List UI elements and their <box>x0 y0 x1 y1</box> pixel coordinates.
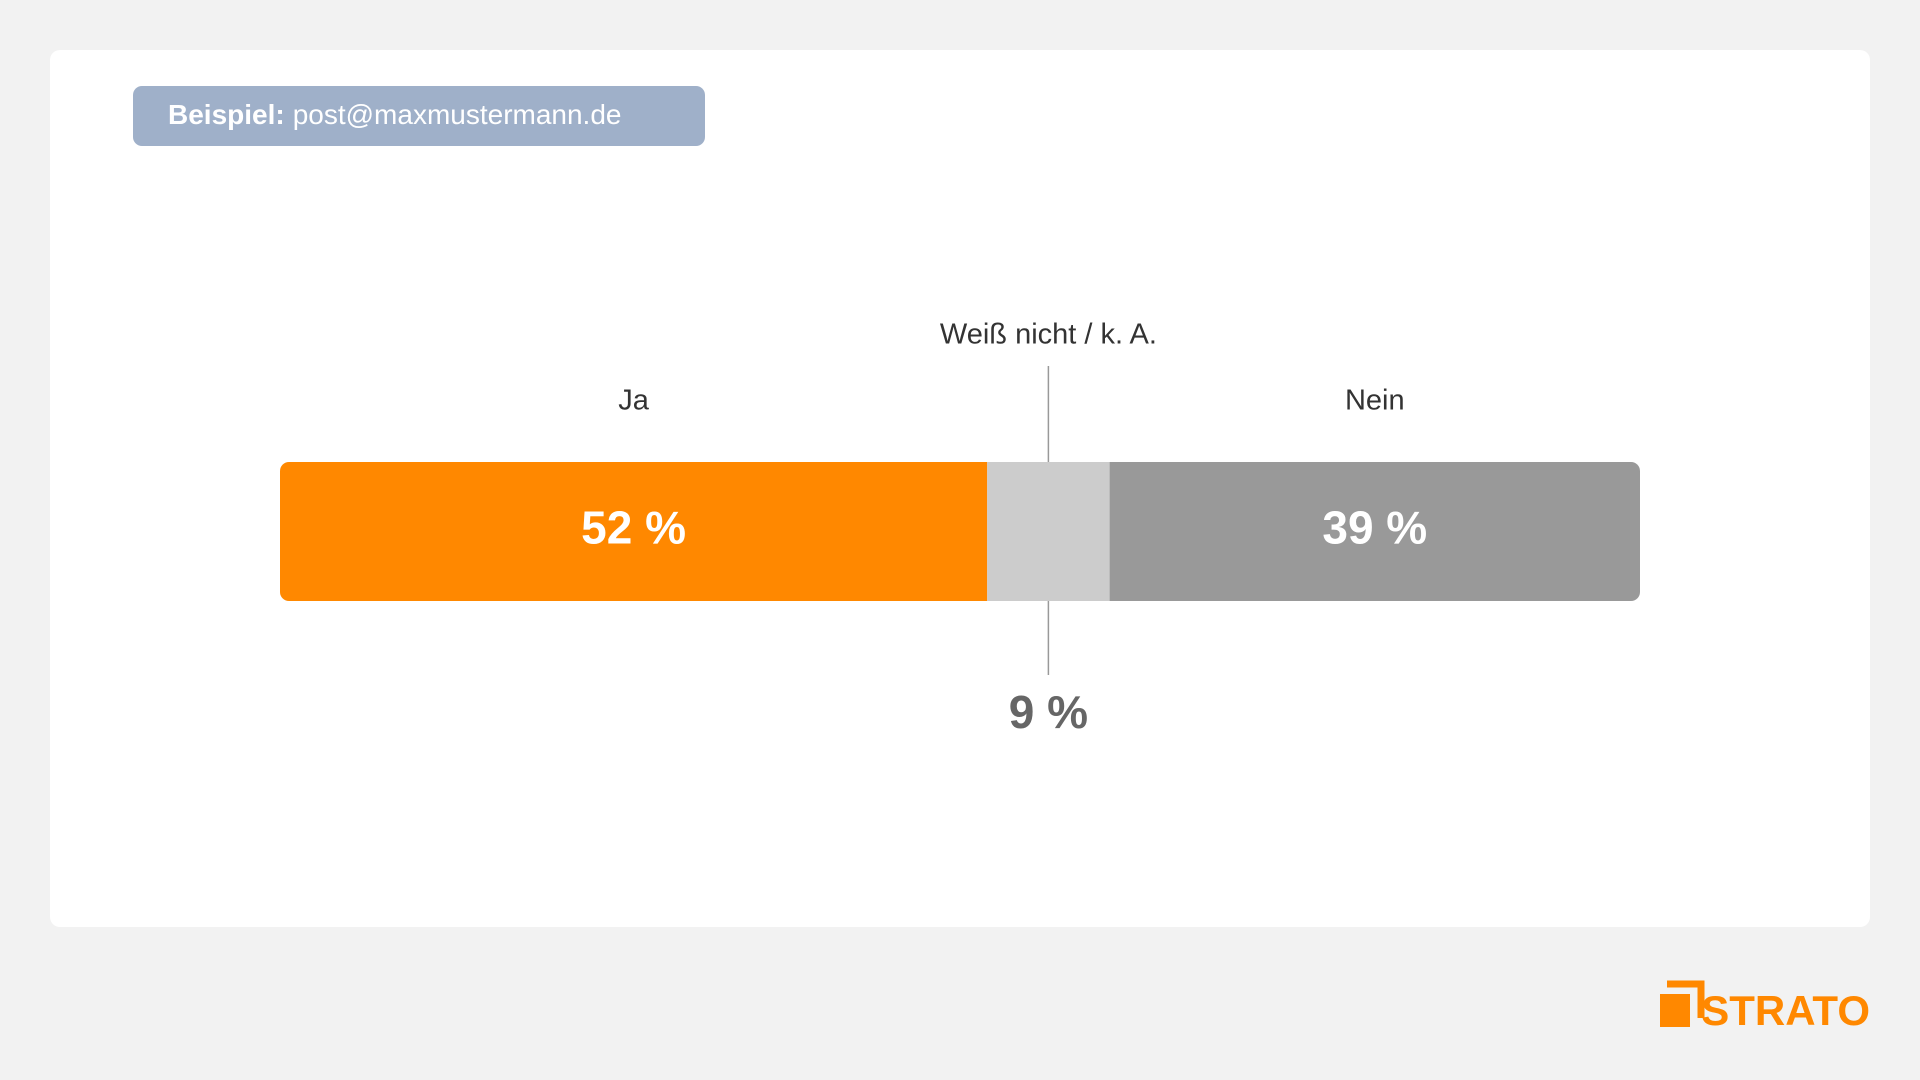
logo-square <box>1660 994 1690 1027</box>
value-label: 9 % <box>1009 686 1088 738</box>
bar-segment <box>1109 462 1640 601</box>
bar-segment <box>280 462 988 601</box>
segment-label: Ja <box>618 385 650 417</box>
value-label: 39 % <box>1322 502 1427 554</box>
value-label: 52 % <box>581 502 686 554</box>
badge <box>133 86 705 146</box>
bar-group <box>280 462 1640 601</box>
badge-email: post@maxmustermann.de <box>293 99 622 130</box>
bar-segment <box>987 462 1110 601</box>
logo-text: STRATO <box>1701 987 1870 1034</box>
logo: STRATO <box>1660 980 1870 1034</box>
segment-label: Nein <box>1345 385 1405 417</box>
logo-corner <box>1667 980 1705 1018</box>
segment-label: Weiß nicht / k. A. <box>940 319 1157 351</box>
badge-label: Beispiel: <box>168 99 285 130</box>
badge-text: Beispiel: post@maxmustermann.de <box>168 99 621 130</box>
